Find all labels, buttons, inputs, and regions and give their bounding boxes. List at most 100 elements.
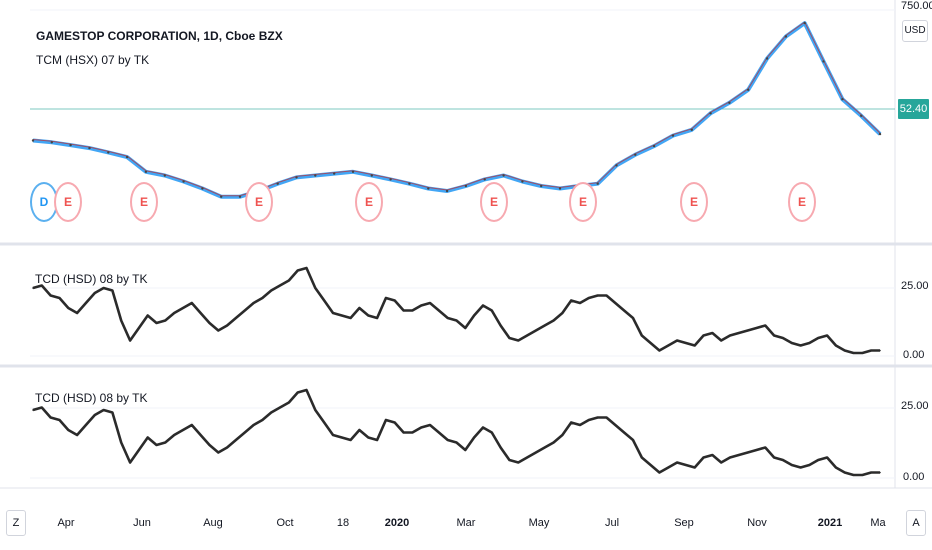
oscillator-point bbox=[835, 466, 837, 469]
oscillator-point bbox=[341, 314, 343, 317]
oscillator-point bbox=[588, 419, 590, 421]
price-ma-line bbox=[32, 21, 882, 199]
oscillator-point bbox=[393, 299, 396, 302]
oscillator-point bbox=[217, 329, 220, 332]
price-point bbox=[822, 60, 825, 63]
oscillator-point bbox=[843, 471, 846, 474]
indicator-label-pane2[interactable]: TCD (HSD) 08 by TK bbox=[35, 272, 148, 286]
oscillator-pane-1[interactable] bbox=[32, 266, 881, 355]
oscillator-point bbox=[85, 424, 87, 426]
oscillator-point bbox=[279, 284, 281, 287]
price-point bbox=[860, 114, 863, 118]
oscillator-point bbox=[623, 431, 625, 434]
oscillator-point bbox=[755, 449, 758, 451]
oscillator-point bbox=[420, 426, 423, 429]
time-tick: 18 bbox=[336, 517, 350, 529]
oscillator-point bbox=[808, 342, 811, 344]
oscillator-point bbox=[852, 474, 855, 476]
oscillator-point bbox=[799, 344, 802, 347]
oscillator-point bbox=[182, 307, 184, 309]
oscillator-point bbox=[676, 339, 678, 342]
oscillator-point bbox=[314, 409, 317, 411]
price-point bbox=[690, 128, 693, 131]
price-point bbox=[765, 57, 769, 60]
oscillator-point bbox=[226, 324, 228, 327]
oscillator-point bbox=[102, 409, 105, 411]
oscillator-point bbox=[552, 319, 555, 322]
oscillator-point bbox=[879, 349, 881, 352]
price-point bbox=[671, 134, 675, 137]
price-point bbox=[333, 172, 336, 175]
price-pane[interactable] bbox=[31, 21, 882, 199]
price-point bbox=[427, 187, 430, 190]
oscillator-pane-2[interactable] bbox=[32, 388, 881, 477]
currency-button[interactable]: USD bbox=[902, 20, 928, 42]
oscillator-point bbox=[385, 297, 387, 299]
oscillator-point bbox=[729, 456, 731, 459]
indicator-label-main[interactable]: TCM (HSX) 07 by TK bbox=[36, 53, 150, 67]
oscillator-point bbox=[843, 349, 846, 352]
price-point bbox=[652, 144, 656, 148]
price-point bbox=[295, 176, 298, 179]
oscillator-point bbox=[182, 429, 184, 431]
oscillator-point bbox=[296, 391, 299, 394]
price-point bbox=[88, 146, 91, 150]
oscillator-point bbox=[799, 466, 802, 469]
earnings-marker[interactable]: E bbox=[569, 182, 597, 222]
earnings-marker[interactable]: E bbox=[245, 182, 273, 222]
time-tick: Nov bbox=[747, 517, 767, 529]
oscillator-point bbox=[146, 314, 149, 317]
oscillator-point bbox=[649, 464, 652, 466]
oscillator-point bbox=[129, 461, 131, 464]
time-axis-left-button[interactable]: Z bbox=[6, 510, 26, 536]
price-point bbox=[558, 187, 562, 190]
oscillator-point bbox=[870, 471, 872, 474]
price-point bbox=[50, 141, 53, 144]
price-point bbox=[31, 139, 35, 142]
price-point bbox=[803, 21, 806, 25]
oscillator-point bbox=[482, 304, 484, 307]
price-point bbox=[201, 187, 204, 190]
oscillator-point bbox=[129, 339, 131, 342]
indicator-label-pane3[interactable]: TCD (HSD) 08 by TK bbox=[35, 391, 148, 405]
oscillator-point bbox=[49, 294, 52, 297]
oscillator-point bbox=[861, 474, 864, 476]
earnings-marker[interactable]: E bbox=[788, 182, 816, 222]
time-axis-right-button[interactable]: A bbox=[906, 510, 926, 536]
oscillator-point bbox=[526, 334, 528, 337]
oscillator-point bbox=[588, 297, 590, 299]
oscillator-point bbox=[623, 309, 625, 312]
oscillator-point bbox=[76, 434, 78, 436]
time-tick: Ma bbox=[870, 517, 886, 529]
oscillator-point bbox=[67, 307, 70, 309]
earnings-marker[interactable]: E bbox=[680, 182, 708, 222]
oscillator-point bbox=[288, 279, 290, 282]
oscillator-point bbox=[676, 461, 678, 464]
oscillator-point bbox=[614, 424, 617, 426]
oscillator-point bbox=[685, 464, 687, 466]
oscillator-point bbox=[429, 424, 431, 426]
earnings-marker[interactable]: E bbox=[480, 182, 508, 222]
oscillator-point bbox=[667, 344, 670, 347]
oscillator-point bbox=[579, 424, 581, 426]
oscillator-point bbox=[667, 466, 670, 469]
price-point bbox=[878, 132, 882, 136]
oscillator-point bbox=[720, 339, 722, 342]
price-point bbox=[220, 195, 223, 198]
time-tick: Sep bbox=[674, 517, 694, 529]
earnings-marker[interactable]: E bbox=[355, 182, 383, 222]
time-tick: May bbox=[528, 517, 550, 529]
oscillator-point bbox=[526, 456, 528, 459]
oscillator-point bbox=[517, 339, 520, 342]
oscillator-point bbox=[649, 342, 652, 344]
earnings-marker[interactable]: E bbox=[130, 182, 158, 222]
oscillator-point bbox=[764, 446, 767, 449]
oscillator-point bbox=[446, 439, 449, 441]
earnings-marker[interactable]: E bbox=[54, 182, 82, 222]
oscillator-point bbox=[252, 302, 255, 304]
oscillator-point bbox=[879, 471, 881, 474]
oscillator-point bbox=[791, 464, 793, 466]
oscillator-point bbox=[473, 314, 475, 317]
oscillator-point bbox=[738, 332, 740, 334]
